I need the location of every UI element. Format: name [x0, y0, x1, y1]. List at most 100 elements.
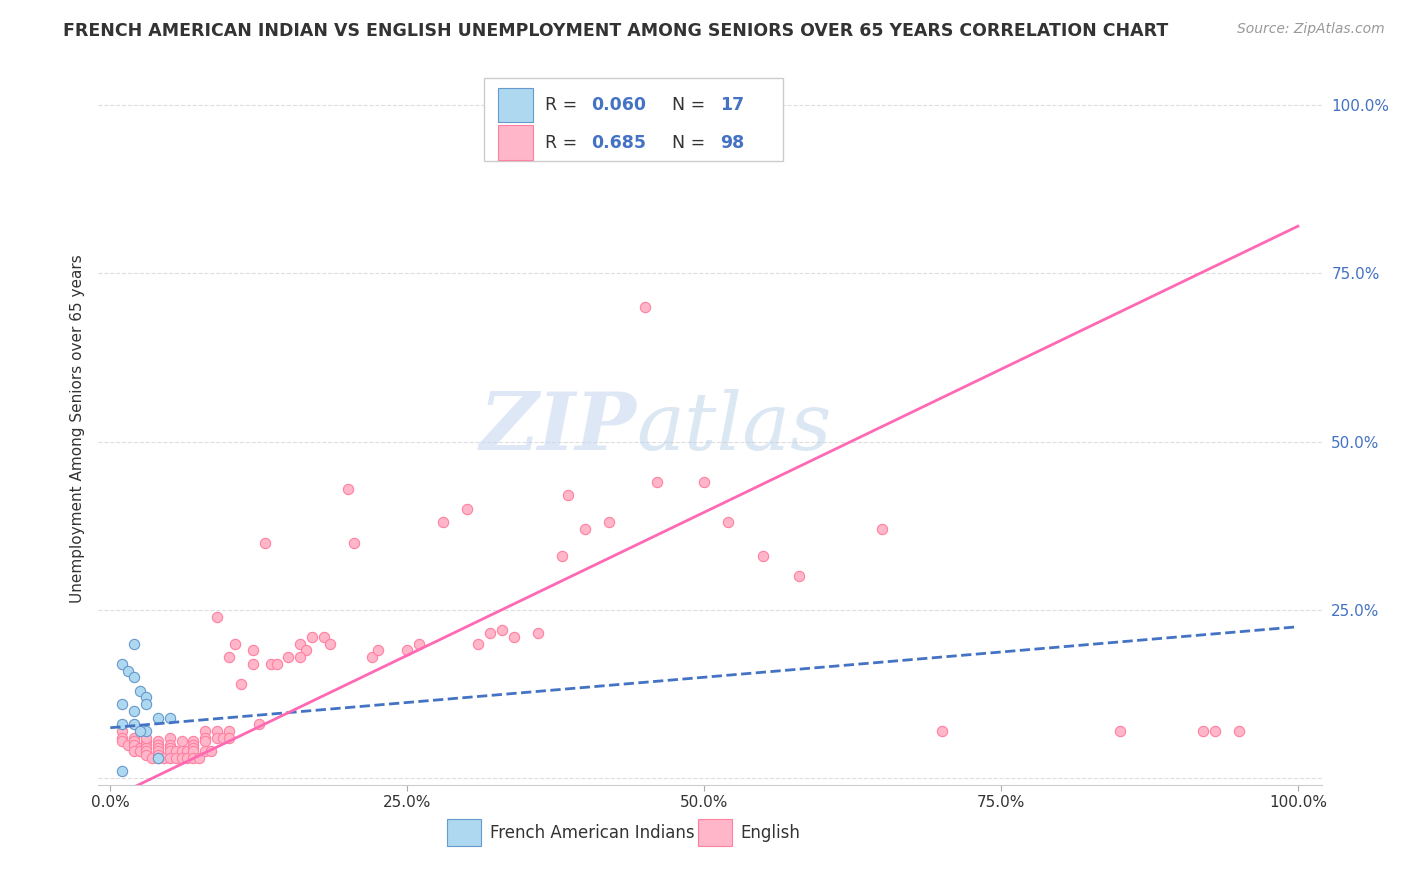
Text: Source: ZipAtlas.com: Source: ZipAtlas.com	[1237, 22, 1385, 37]
Point	[1204, 724, 1226, 739]
Point	[135, 734, 157, 748]
Point	[550, 549, 572, 563]
Point	[218, 724, 240, 739]
Point	[205, 609, 228, 624]
Point	[319, 637, 342, 651]
Point	[159, 731, 181, 745]
Point	[247, 717, 270, 731]
Point	[717, 516, 740, 530]
Point	[1192, 724, 1215, 739]
Text: R =: R =	[546, 134, 582, 152]
Point	[456, 502, 478, 516]
Text: atlas: atlas	[637, 390, 832, 467]
Text: ZIP: ZIP	[479, 390, 637, 467]
Text: 98: 98	[720, 134, 744, 152]
Point	[598, 516, 620, 530]
Point	[135, 731, 157, 745]
Point	[479, 626, 502, 640]
Point	[122, 738, 145, 752]
Point	[218, 650, 240, 665]
Point	[170, 744, 193, 758]
Point	[396, 643, 419, 657]
Point	[159, 744, 181, 758]
Point	[224, 637, 246, 651]
Point	[111, 717, 134, 731]
Point	[135, 744, 157, 758]
Point	[111, 697, 134, 711]
Point	[117, 738, 139, 752]
Point	[146, 740, 169, 755]
Point	[176, 751, 198, 765]
Point	[111, 724, 134, 739]
Text: 17: 17	[720, 95, 744, 114]
Point	[205, 731, 228, 745]
Point	[242, 657, 264, 671]
Point	[183, 738, 205, 752]
Point	[312, 630, 335, 644]
Point	[336, 482, 359, 496]
Point	[467, 637, 489, 651]
Point	[170, 734, 193, 748]
Point	[122, 717, 145, 731]
Point	[146, 738, 169, 752]
Text: 0.685: 0.685	[592, 134, 647, 152]
Point	[111, 734, 134, 748]
Point	[432, 516, 454, 530]
Point	[122, 704, 145, 718]
Point	[183, 740, 205, 755]
Point	[135, 740, 157, 755]
Point	[129, 744, 152, 758]
Point	[491, 623, 513, 637]
Point	[122, 731, 145, 745]
Point	[159, 740, 181, 755]
Point	[360, 650, 382, 665]
Point	[146, 711, 169, 725]
Point	[931, 724, 953, 739]
Point	[870, 522, 893, 536]
Point	[218, 731, 240, 745]
Point	[146, 751, 169, 765]
Point	[135, 697, 157, 711]
FancyBboxPatch shape	[447, 819, 481, 847]
Point	[1227, 724, 1250, 739]
Point	[242, 643, 264, 657]
Point	[645, 475, 668, 489]
Text: N =: N =	[661, 134, 711, 152]
Point	[212, 731, 235, 745]
Point	[527, 626, 550, 640]
Point	[1108, 724, 1130, 739]
Point	[194, 731, 217, 745]
Text: English: English	[741, 824, 800, 842]
Point	[194, 724, 217, 739]
Point	[159, 738, 181, 752]
Point	[408, 637, 430, 651]
Point	[200, 744, 222, 758]
Point	[159, 711, 181, 725]
Point	[122, 670, 145, 684]
Point	[259, 657, 281, 671]
Point	[170, 751, 193, 765]
Point	[146, 751, 169, 765]
Point	[693, 475, 716, 489]
FancyBboxPatch shape	[697, 819, 733, 847]
Point	[135, 724, 157, 739]
Text: French American Indians: French American Indians	[489, 824, 695, 842]
Point	[141, 751, 163, 765]
Point	[183, 751, 205, 765]
Point	[146, 747, 169, 762]
Y-axis label: Unemployment Among Seniors over 65 years: Unemployment Among Seniors over 65 years	[69, 254, 84, 602]
Point	[752, 549, 775, 563]
Point	[366, 643, 388, 657]
Point	[176, 744, 198, 758]
Point	[111, 764, 134, 779]
Point	[787, 569, 810, 583]
FancyBboxPatch shape	[498, 87, 533, 122]
Point	[194, 734, 217, 748]
Point	[122, 637, 145, 651]
Point	[159, 751, 181, 765]
Point	[343, 535, 366, 549]
Point	[634, 300, 657, 314]
Point	[205, 724, 228, 739]
Point	[253, 535, 276, 549]
Point	[295, 643, 318, 657]
